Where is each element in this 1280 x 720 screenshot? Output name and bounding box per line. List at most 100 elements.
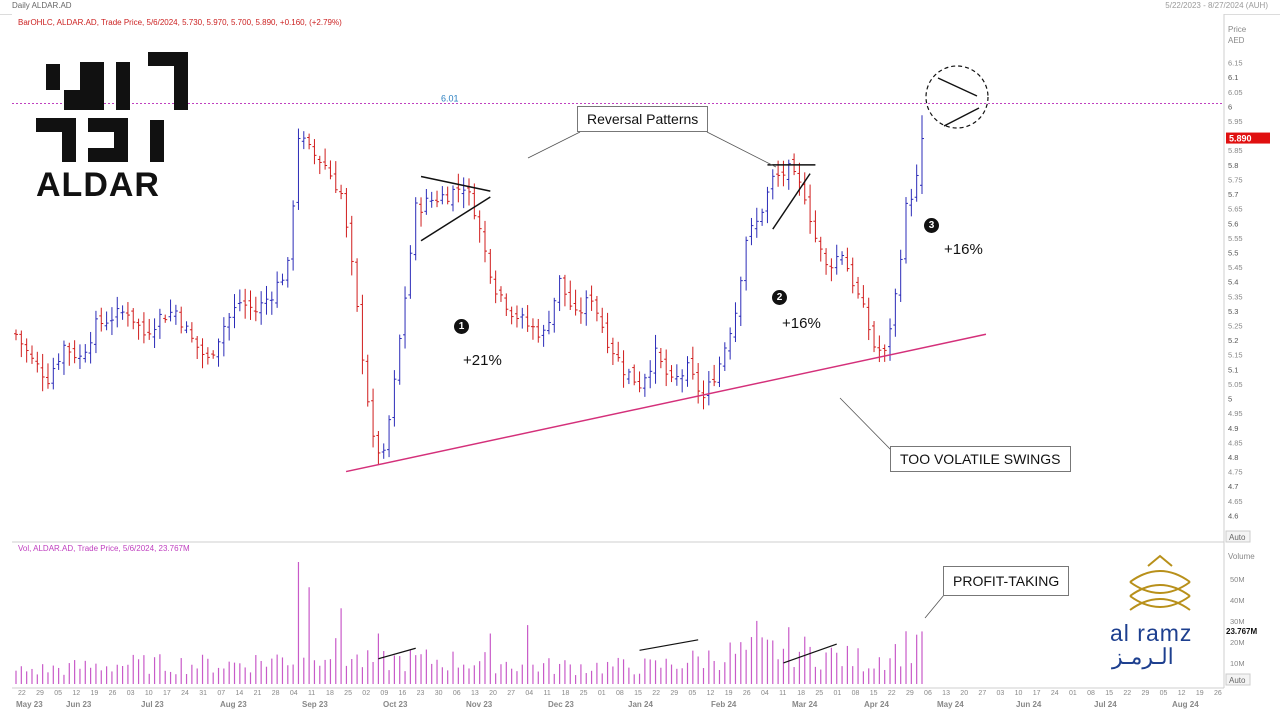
ohlc-bar <box>888 318 893 361</box>
ohlc-bar <box>56 353 61 370</box>
ohlc-bar <box>829 258 834 282</box>
time-tick-label: 12 <box>72 690 80 697</box>
ohlc-bar <box>291 200 296 271</box>
time-tick-label: 03 <box>997 690 1005 697</box>
ohlc-bar <box>914 164 919 202</box>
volume-tick-label: 10M <box>1230 659 1245 668</box>
ohlc-bar <box>808 184 813 234</box>
time-tick-label: 28 <box>272 690 280 697</box>
time-tick-label: 26 <box>109 690 117 697</box>
time-tick-label: 27 <box>978 690 986 697</box>
ohlc-bar <box>200 338 205 369</box>
volume-tick-label: 40M <box>1230 596 1245 605</box>
aldar-logo-mark <box>46 64 60 90</box>
time-tick-label: 19 <box>725 690 733 697</box>
time-tick-label: 22 <box>888 690 896 697</box>
ohlc-bar <box>632 364 637 386</box>
swing-gain-1: +21% <box>463 352 502 369</box>
ohlc-bar <box>733 302 738 343</box>
ohlc-bar <box>397 334 402 385</box>
time-tick-label: 29 <box>36 690 44 697</box>
ohlc-bar <box>253 296 258 322</box>
ohlc-bar <box>179 306 184 334</box>
ohlc-bar <box>72 340 77 364</box>
breakout-line-upper <box>937 77 978 97</box>
ohlc-bar <box>88 331 93 364</box>
price-auto-button[interactable] <box>1225 530 1251 543</box>
ohlc-bar <box>872 321 877 353</box>
time-tick-label: 04 <box>290 690 298 697</box>
ohlc-bar <box>552 297 557 333</box>
ohlc-bar <box>40 353 45 392</box>
time-tick-label: 11 <box>779 690 786 697</box>
ohlc-bar <box>376 431 381 465</box>
ohlc-bar <box>674 364 679 386</box>
ohlc-bar <box>856 276 861 299</box>
ohlc-bar <box>600 307 605 333</box>
price-tick-label: 5.8 <box>1228 161 1238 170</box>
ohlc-bar <box>243 288 248 319</box>
ohlc-bar <box>584 290 589 326</box>
ohlc-bar <box>264 285 269 315</box>
ohlc-bar <box>99 307 104 332</box>
ohlc-bar <box>653 334 658 384</box>
callout-connector-4 <box>924 594 945 619</box>
volume-auto-button[interactable] <box>1225 673 1251 686</box>
ohlc-bar <box>163 314 168 323</box>
time-tick-label: 18 <box>562 690 570 697</box>
ohlc-bar <box>706 371 711 406</box>
ohlc-bar <box>850 257 855 294</box>
price-axis-unit: AED <box>1228 36 1245 45</box>
ohlc-bar <box>152 318 157 349</box>
time-tick-label: 03 <box>127 690 135 697</box>
ohlc-bar <box>562 274 567 307</box>
date-range: 5/22/2023 - 8/27/2024 (AUH) <box>1165 1 1268 10</box>
ohlc-bar <box>616 341 621 362</box>
ohlc-bar <box>578 297 583 324</box>
aldar-logo-mark <box>64 62 104 110</box>
ohlc-bar <box>280 273 285 286</box>
ohlc-bar <box>904 197 909 264</box>
ohlc-bar <box>754 207 759 238</box>
volume-axis: 50M 40M 30M 20M 10M <box>1230 575 1245 668</box>
aldar-logo-mark <box>174 52 188 110</box>
alramz-emblem-arc <box>1129 584 1191 597</box>
price-tick-label: 4.75 <box>1228 468 1243 477</box>
ohlc-bar <box>664 349 669 387</box>
ohlc-bar <box>29 345 34 364</box>
ohlc-bar <box>472 183 477 220</box>
time-tick-label: 24 <box>181 690 189 697</box>
ohlc-bar <box>728 327 733 360</box>
price-auto-label: Auto <box>1229 533 1246 542</box>
ohlc-bar <box>136 318 141 340</box>
current-volume-label: 23.767M <box>1226 627 1257 636</box>
aldar-logo: ALDAR <box>36 52 188 204</box>
swing-gain-2: +16% <box>782 315 821 332</box>
ohlc-bar <box>227 312 232 341</box>
time-tick-label: 23 <box>417 690 425 697</box>
price-tick-label: 6.15 <box>1228 59 1243 68</box>
ohlc-bar <box>573 289 578 316</box>
aldar-logo-mark <box>150 120 164 162</box>
ohlc-bar <box>440 186 445 205</box>
time-tick-label: 15 <box>634 690 642 697</box>
price-tick-label: 5.3 <box>1228 307 1238 316</box>
ohlc-bar <box>77 344 82 369</box>
ohlc-bar <box>738 276 743 327</box>
time-tick-label: 04 <box>761 690 769 697</box>
time-tick-label: 11 <box>308 690 315 697</box>
time-tick-label: 26 <box>743 690 751 697</box>
ohlc-bar <box>184 321 189 334</box>
ohlc-bar <box>467 178 471 206</box>
time-tick-label: 22 <box>1123 690 1131 697</box>
alramz-emblem-arc <box>1129 581 1191 594</box>
ohlc-bar <box>717 356 722 388</box>
ohlc-bar <box>141 312 146 344</box>
price-tick-label: 5.4 <box>1228 278 1238 287</box>
ohlc-bar <box>211 350 216 359</box>
volatile-swings-callout: TOO VOLATILE SWINGS <box>890 446 1071 472</box>
ohlc-bar <box>157 308 162 339</box>
time-tick-label: 24 <box>1051 690 1059 697</box>
time-tick-label: 22 <box>652 690 660 697</box>
ohlc-bar <box>333 161 338 194</box>
